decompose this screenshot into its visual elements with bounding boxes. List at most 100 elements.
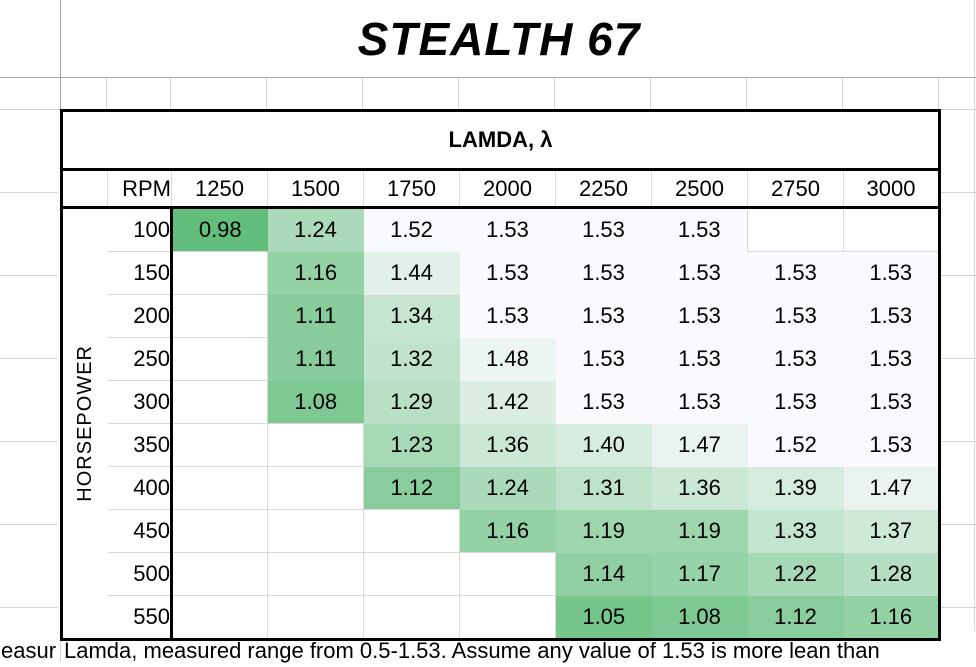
- hp-row-header[interactable]: 450: [107, 509, 173, 553]
- hp-row-header[interactable]: 400: [107, 466, 173, 510]
- lambda-cell[interactable]: [171, 552, 268, 596]
- lambda-cell[interactable]: 1.53: [843, 380, 940, 424]
- lambda-cell[interactable]: 1.52: [747, 423, 844, 467]
- lambda-cell[interactable]: 1.53: [555, 207, 652, 252]
- lambda-cell[interactable]: 1.17: [651, 552, 748, 596]
- lambda-cell[interactable]: [171, 595, 268, 640]
- lambda-cell[interactable]: 1.12: [747, 595, 844, 640]
- hp-row-header[interactable]: 350: [107, 423, 173, 467]
- lambda-cell[interactable]: 1.11: [267, 294, 364, 338]
- hp-row-header[interactable]: 300: [107, 380, 173, 424]
- lambda-cell[interactable]: 1.33: [747, 509, 844, 553]
- lambda-cell[interactable]: 1.53: [459, 294, 556, 338]
- footer-note[interactable]: Lamda, measured range from 0.5-1.53. Ass…: [64, 638, 880, 663]
- lambda-cell[interactable]: 1.53: [843, 423, 940, 467]
- title-cell[interactable]: STEALTH 67: [60, 4, 938, 74]
- lambda-cell[interactable]: 1.42: [459, 380, 556, 424]
- rpm-header-cell[interactable]: 2000: [459, 169, 556, 209]
- lambda-cell[interactable]: 1.40: [555, 423, 652, 467]
- hp-row-header[interactable]: 200: [107, 294, 173, 338]
- clipped-cell-text[interactable]: easur: [1, 638, 57, 663]
- hp-row-header[interactable]: 250: [107, 337, 173, 381]
- lambda-cell[interactable]: 1.24: [459, 466, 556, 510]
- lambda-cell[interactable]: 1.22: [747, 552, 844, 596]
- hp-row-header[interactable]: 500: [107, 552, 173, 596]
- rpm-header-cell[interactable]: 1500: [267, 169, 364, 209]
- lambda-cell[interactable]: 1.11: [267, 337, 364, 381]
- lambda-cell[interactable]: 1.47: [843, 466, 940, 510]
- lambda-cell[interactable]: 1.29: [363, 380, 460, 424]
- lambda-cell[interactable]: 1.19: [651, 509, 748, 553]
- lambda-cell[interactable]: 1.39: [747, 466, 844, 510]
- lambda-cell[interactable]: 1.53: [651, 251, 748, 295]
- lambda-cell[interactable]: 1.08: [267, 380, 364, 424]
- lambda-cell[interactable]: 1.12: [363, 466, 460, 510]
- lambda-cell[interactable]: [171, 251, 268, 295]
- lambda-cell[interactable]: 1.53: [459, 251, 556, 295]
- lambda-cell[interactable]: [267, 466, 364, 510]
- lambda-cell[interactable]: [267, 423, 364, 467]
- lambda-cell[interactable]: 1.53: [651, 380, 748, 424]
- lambda-header-cell[interactable]: LAMDA, λ: [61, 110, 940, 171]
- lambda-cell[interactable]: [363, 552, 460, 596]
- lambda-cell[interactable]: 1.48: [459, 337, 556, 381]
- lambda-cell[interactable]: [171, 466, 268, 510]
- lambda-cell[interactable]: 1.08: [651, 595, 748, 640]
- lambda-cell[interactable]: [171, 337, 268, 381]
- lambda-cell[interactable]: 1.16: [267, 251, 364, 295]
- horsepower-axis-cell[interactable]: HORSEPOWER: [61, 207, 108, 640]
- lambda-cell[interactable]: 1.53: [555, 380, 652, 424]
- lambda-cell[interactable]: [363, 509, 460, 553]
- lambda-cell[interactable]: 1.37: [843, 509, 940, 553]
- rpm-header-cell[interactable]: 2250: [555, 169, 652, 209]
- lambda-cell[interactable]: [747, 207, 844, 252]
- lambda-cell[interactable]: 1.53: [555, 251, 652, 295]
- lambda-cell[interactable]: 1.53: [747, 337, 844, 381]
- lambda-cell[interactable]: 1.34: [363, 294, 460, 338]
- rpm-axis-label[interactable]: RPM: [107, 169, 172, 209]
- rpm-header-cell[interactable]: 3000: [843, 169, 940, 209]
- lambda-cell[interactable]: [171, 294, 268, 338]
- lambda-cell[interactable]: [171, 509, 268, 553]
- lambda-cell[interactable]: 1.53: [651, 337, 748, 381]
- lambda-cell[interactable]: 1.16: [843, 595, 940, 640]
- lambda-cell[interactable]: 1.53: [651, 207, 748, 252]
- lambda-cell[interactable]: [363, 595, 460, 640]
- hp-row-header[interactable]: 150: [107, 251, 173, 295]
- lambda-cell[interactable]: 1.53: [651, 294, 748, 338]
- lambda-cell[interactable]: 1.52: [363, 207, 460, 252]
- hp-row-header[interactable]: 550: [107, 595, 173, 640]
- lambda-cell[interactable]: [459, 552, 556, 596]
- lambda-cell[interactable]: [267, 509, 364, 553]
- lambda-cell[interactable]: 0.98: [171, 207, 268, 252]
- lambda-cell[interactable]: 1.53: [459, 207, 556, 252]
- lambda-cell[interactable]: 1.53: [747, 294, 844, 338]
- corner-cell[interactable]: [61, 169, 108, 209]
- lambda-cell[interactable]: 1.16: [459, 509, 556, 553]
- lambda-cell[interactable]: 1.36: [459, 423, 556, 467]
- rpm-header-cell[interactable]: 2750: [747, 169, 844, 209]
- lambda-cell[interactable]: 1.36: [651, 466, 748, 510]
- lambda-cell[interactable]: 1.31: [555, 466, 652, 510]
- lambda-cell[interactable]: 1.53: [843, 251, 940, 295]
- lambda-cell[interactable]: [843, 207, 940, 252]
- lambda-cell[interactable]: 1.53: [747, 251, 844, 295]
- lambda-cell[interactable]: 1.53: [843, 337, 940, 381]
- lambda-cell[interactable]: 1.53: [747, 380, 844, 424]
- rpm-header-cell[interactable]: 1750: [363, 169, 460, 209]
- lambda-cell[interactable]: [267, 552, 364, 596]
- lambda-cell[interactable]: 1.53: [843, 294, 940, 338]
- rpm-header-cell[interactable]: 1250: [171, 169, 268, 209]
- lambda-cell[interactable]: [171, 380, 268, 424]
- lambda-cell[interactable]: 1.47: [651, 423, 748, 467]
- lambda-cell[interactable]: [171, 423, 268, 467]
- lambda-cell[interactable]: 1.53: [555, 337, 652, 381]
- lambda-cell[interactable]: 1.44: [363, 251, 460, 295]
- lambda-cell[interactable]: 1.32: [363, 337, 460, 381]
- lambda-cell[interactable]: [267, 595, 364, 640]
- lambda-cell[interactable]: 1.53: [555, 294, 652, 338]
- hp-row-header[interactable]: 100: [107, 207, 173, 252]
- rpm-header-cell[interactable]: 2500: [651, 169, 748, 209]
- lambda-cell[interactable]: [459, 595, 556, 640]
- lambda-cell[interactable]: 1.14: [555, 552, 652, 596]
